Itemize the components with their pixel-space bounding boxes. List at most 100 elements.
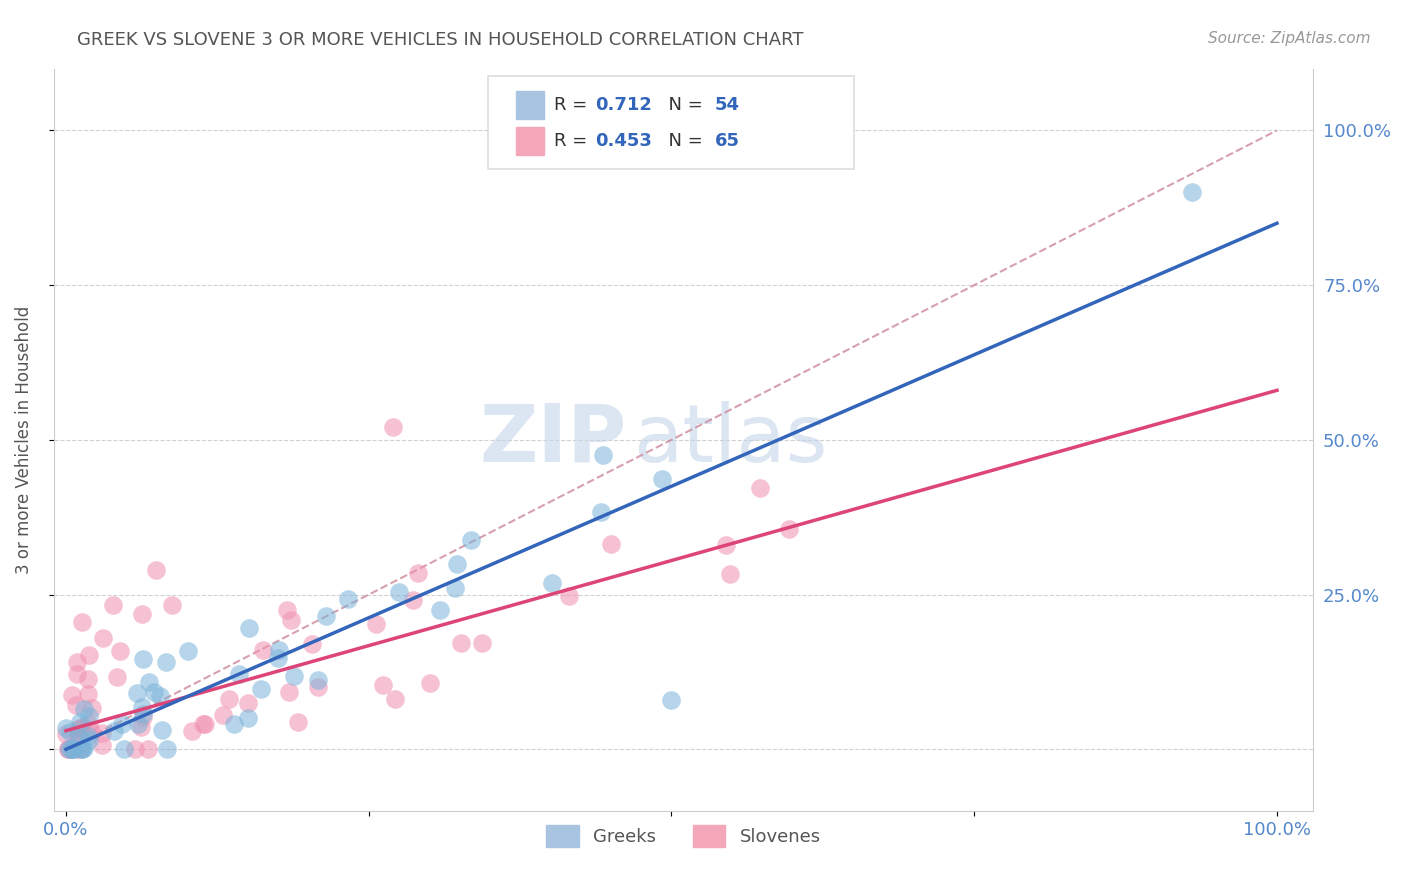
Point	[72, 615, 94, 630]
Point	[66, 667, 89, 681]
Point	[228, 667, 250, 681]
Point	[77, 729, 100, 743]
Point	[127, 717, 149, 731]
Point	[112, 742, 135, 756]
Point	[718, 566, 741, 581]
Point	[541, 575, 564, 590]
Text: R =: R =	[554, 96, 593, 114]
Point	[419, 675, 441, 690]
Point	[589, 505, 612, 519]
Point	[58, 742, 80, 756]
Point	[67, 722, 90, 736]
Point	[59, 725, 82, 739]
Point	[132, 652, 155, 666]
Point	[384, 691, 406, 706]
Text: 54: 54	[716, 96, 740, 114]
Text: 0.712: 0.712	[595, 96, 652, 114]
Point	[80, 723, 103, 738]
Point	[132, 706, 155, 721]
Point	[749, 481, 772, 495]
Text: ZIP: ZIP	[479, 401, 627, 479]
Point	[62, 742, 84, 756]
FancyBboxPatch shape	[516, 91, 544, 120]
Point	[193, 717, 215, 731]
Point	[269, 643, 291, 657]
Point	[67, 742, 90, 756]
Point	[211, 708, 233, 723]
Point	[238, 621, 260, 635]
Point	[69, 714, 91, 729]
Point	[301, 637, 323, 651]
Text: 0.453: 0.453	[595, 132, 652, 150]
Text: Source: ZipAtlas.com: Source: ZipAtlas.com	[1208, 31, 1371, 46]
Point	[218, 692, 240, 706]
Point	[62, 742, 84, 756]
Point	[101, 598, 124, 612]
Point	[406, 566, 429, 581]
Point	[77, 648, 100, 663]
Point	[77, 708, 100, 723]
Point	[132, 710, 155, 724]
Point	[373, 677, 395, 691]
FancyBboxPatch shape	[516, 127, 544, 155]
Point	[592, 448, 614, 462]
Point	[180, 724, 202, 739]
Point	[307, 680, 329, 694]
Point	[155, 656, 177, 670]
Point	[77, 687, 100, 701]
Point	[77, 718, 100, 732]
Point	[70, 720, 93, 734]
Point	[69, 742, 91, 756]
Point	[176, 644, 198, 658]
Point	[714, 538, 737, 552]
Text: 65: 65	[716, 132, 740, 150]
Text: R =: R =	[554, 132, 593, 150]
Point	[145, 564, 167, 578]
Point	[194, 717, 217, 731]
Point	[105, 670, 128, 684]
Point	[110, 644, 132, 658]
Point	[156, 742, 179, 756]
Point	[79, 733, 101, 747]
Point	[402, 593, 425, 607]
Point	[125, 685, 148, 699]
Point	[307, 673, 329, 687]
Point	[136, 742, 159, 756]
Point	[60, 742, 83, 756]
Point	[364, 616, 387, 631]
Point	[460, 533, 482, 548]
Legend: Greeks, Slovenes: Greeks, Slovenes	[540, 818, 828, 855]
Point	[73, 702, 96, 716]
Point	[149, 689, 172, 703]
Point	[661, 693, 683, 707]
Point	[131, 700, 153, 714]
Point	[70, 742, 93, 756]
Point	[150, 723, 173, 737]
Point	[252, 642, 274, 657]
Point	[283, 669, 305, 683]
Point	[450, 636, 472, 650]
Point	[381, 420, 404, 434]
Point	[471, 635, 494, 649]
Point	[59, 742, 82, 756]
Point	[267, 651, 290, 665]
Point	[429, 602, 451, 616]
Text: GREEK VS SLOVENE 3 OR MORE VEHICLES IN HOUSEHOLD CORRELATION CHART: GREEK VS SLOVENE 3 OR MORE VEHICLES IN H…	[77, 31, 804, 49]
Point	[69, 722, 91, 736]
Point	[69, 731, 91, 745]
Point	[91, 631, 114, 645]
Point	[66, 655, 89, 669]
Point	[55, 722, 77, 736]
Text: atlas: atlas	[633, 401, 828, 479]
Point	[651, 471, 673, 485]
Point	[111, 716, 134, 731]
Point	[76, 672, 98, 686]
Point	[70, 742, 93, 756]
Point	[103, 723, 125, 738]
Point	[1181, 186, 1204, 200]
Point	[778, 522, 800, 536]
Point	[280, 613, 302, 627]
Point	[131, 607, 153, 621]
Text: N =: N =	[657, 96, 709, 114]
Point	[65, 698, 87, 712]
